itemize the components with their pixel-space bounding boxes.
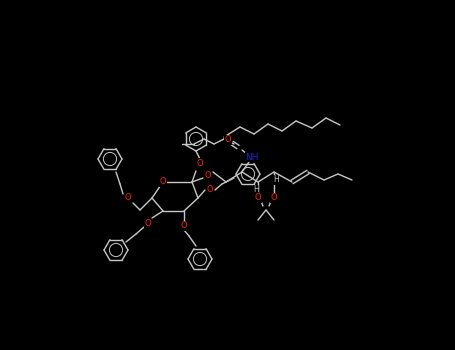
Text: O: O [181,222,187,231]
Text: O: O [125,194,131,203]
Text: H: H [253,186,259,195]
Text: O: O [197,159,203,168]
Text: NH: NH [245,153,259,161]
Text: O: O [225,135,231,145]
Text: O: O [145,219,152,229]
Text: O: O [160,177,167,187]
Text: O: O [205,170,211,180]
Text: O: O [255,194,261,203]
Text: H: H [273,175,279,184]
Text: O: O [207,186,213,195]
Text: O: O [271,194,277,203]
